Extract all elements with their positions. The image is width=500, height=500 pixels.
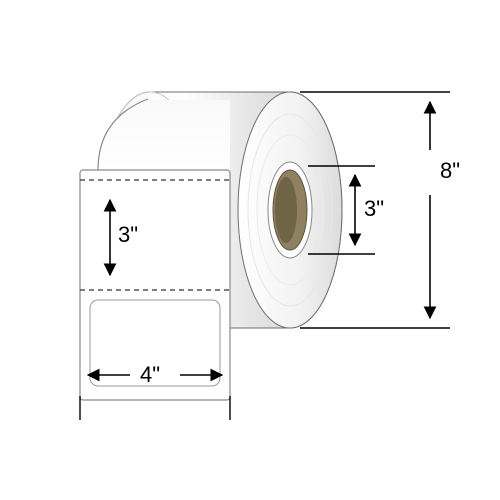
label-tail — [80, 99, 230, 400]
label-roll-diagram: 3" 4" 3" 8" — [0, 0, 500, 500]
core-diameter-text: 3" — [364, 196, 384, 222]
label-height-text: 3" — [118, 222, 138, 248]
label-width-text: 4" — [140, 362, 160, 388]
roll-diameter-text: 8" — [440, 158, 460, 184]
diagram-svg — [0, 0, 500, 500]
